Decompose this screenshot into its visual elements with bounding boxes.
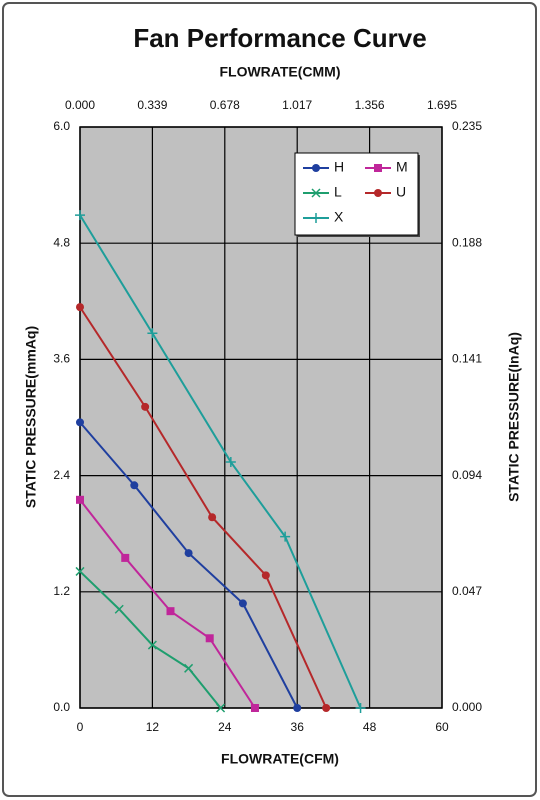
- data-point: [75, 210, 85, 221]
- x-tick-label: 60: [435, 720, 449, 734]
- data-point: [293, 704, 302, 712]
- y-tick-label: 1.2: [53, 584, 70, 598]
- data-point: [75, 566, 85, 576]
- data-point: [147, 640, 157, 650]
- data-point: [238, 599, 247, 608]
- legend-marker: [374, 164, 382, 172]
- y-tick-label: 2.4: [53, 468, 70, 482]
- data-point: [184, 549, 193, 558]
- y2-tick-label: 0.141: [452, 352, 482, 366]
- x-tick-label: 36: [291, 720, 305, 734]
- y2-tick-label: 0.188: [452, 235, 482, 249]
- y2-tick-label: 0.047: [452, 584, 482, 598]
- data-point: [130, 481, 139, 490]
- plot-border: [79, 126, 443, 709]
- data-point: [76, 303, 84, 312]
- legend-label: L: [334, 184, 342, 200]
- data-point: [147, 328, 158, 339]
- data-point: [205, 634, 214, 643]
- y-tick-label: 4.8: [53, 235, 70, 249]
- x2-tick-label: 0.339: [137, 98, 167, 112]
- legend-label: U: [396, 184, 406, 200]
- data-point: [121, 553, 130, 562]
- x-tick-label: 12: [146, 720, 160, 734]
- y2-tick-label: 0.000: [452, 700, 482, 714]
- y-tick-label: 6.0: [53, 119, 70, 133]
- data-point: [141, 402, 150, 411]
- x2-tick-label: 0.000: [65, 98, 95, 112]
- x-tick-label: 24: [218, 720, 232, 734]
- x2-axis-label: FLOWRATE(CMM): [219, 64, 340, 80]
- legend-label: X: [334, 209, 344, 225]
- y-tick-label: 0.0: [53, 700, 70, 714]
- data-point: [184, 663, 194, 673]
- legend-marker: [311, 188, 321, 198]
- y2-axis-label: STATIC PRESSURE(InAq): [506, 332, 522, 502]
- legend-label: M: [396, 159, 408, 175]
- data-point: [114, 604, 124, 614]
- legend-label: H: [334, 159, 344, 175]
- chart-title: Fan Performance Curve: [133, 23, 426, 53]
- legend-marker: [311, 213, 321, 223]
- x-tick-label: 0: [77, 720, 84, 734]
- x2-tick-label: 0.678: [210, 98, 240, 112]
- y-tick-label: 3.6: [53, 352, 70, 366]
- data-point: [261, 571, 270, 580]
- x2-tick-label: 1.017: [282, 98, 312, 112]
- data-point: [208, 513, 217, 522]
- x-tick-label: 48: [363, 720, 377, 734]
- data-point: [280, 531, 291, 542]
- data-point: [76, 418, 84, 427]
- x2-tick-label: 1.356: [355, 98, 385, 112]
- y-axis-label: STATIC PRESSURE(mmAq): [23, 326, 39, 508]
- y2-tick-label: 0.094: [452, 468, 482, 482]
- data-point: [216, 703, 226, 713]
- data-point: [322, 704, 331, 712]
- x-axis-label: FLOWRATE(CFM): [221, 751, 339, 767]
- legend-marker: [374, 189, 382, 197]
- data-point: [166, 607, 175, 616]
- x2-tick-label: 1.695: [427, 98, 457, 112]
- data-point: [225, 457, 236, 468]
- data-point: [250, 704, 259, 712]
- data-point: [76, 495, 84, 504]
- y2-tick-label: 0.235: [452, 119, 482, 133]
- data-point: [355, 703, 366, 713]
- legend-marker: [312, 164, 320, 172]
